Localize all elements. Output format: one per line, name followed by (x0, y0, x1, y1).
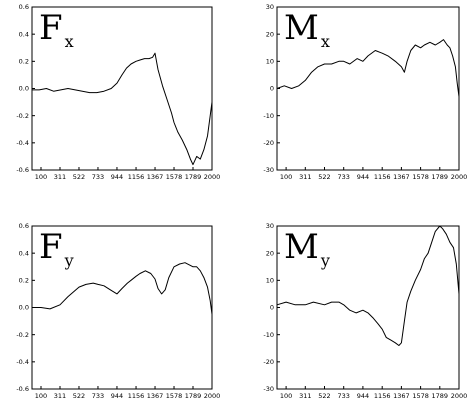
y-tick-label: -10 (263, 331, 274, 339)
x-tick-label: 1578 (166, 392, 183, 400)
x-tick-label: 1789 (185, 173, 202, 181)
x-tick-label: 2000 (451, 392, 468, 400)
y-tick-label: -10 (263, 112, 274, 120)
y-tick-label: 10 (266, 58, 274, 66)
y-tick-label: -30 (263, 385, 274, 393)
y-tick-label: -20 (263, 358, 274, 366)
x-tick-label: 733 (92, 392, 104, 400)
x-tick-label: 1156 (374, 392, 391, 400)
x-tick-label: 733 (92, 173, 104, 181)
panel-title-subscript: x (65, 32, 74, 51)
x-tick-label: 1367 (393, 392, 410, 400)
x-tick-label: 944 (111, 392, 123, 400)
series-line-0 (32, 52, 213, 166)
y-tick-label: 0.6 (19, 3, 29, 11)
x-tick-label: 311 (54, 392, 66, 400)
series-line-0 (32, 262, 213, 315)
x-tick-label: 1578 (412, 392, 429, 400)
x-tick-label: 944 (111, 173, 123, 181)
y-tick-label: -30 (263, 166, 274, 174)
y-tick-label: -0.2 (16, 112, 29, 120)
y-tick-label: 0.0 (19, 85, 29, 93)
x-tick-label: 1156 (374, 173, 391, 181)
panel-title-main: M (284, 227, 319, 267)
chart-panel-fy: 0.6 0.4 0.2 0.0 -0.2 -0.4 -0.6 100 311 522 733 944 1… (16, 222, 220, 400)
x-tick-label: 100 (280, 173, 292, 181)
x-tick-label: 733 (337, 173, 349, 181)
x-tick-label: 1367 (393, 173, 410, 181)
x-tick-label: 100 (280, 392, 292, 400)
x-tick-label: 1789 (432, 392, 449, 400)
x-tick-label: 1578 (166, 173, 183, 181)
y-tick-label: -0.4 (16, 139, 29, 147)
x-tick-label: 522 (73, 392, 85, 400)
x-tick-label: 100 (35, 392, 47, 400)
y-tick-label: 30 (266, 3, 274, 11)
x-tick-label: 1367 (147, 173, 164, 181)
x-tick-label: 944 (357, 392, 369, 400)
x-tick-label: 522 (73, 173, 85, 181)
y-tick-label: 20 (266, 249, 274, 257)
panel-title-subscript: y (320, 251, 330, 270)
x-tick-label: 1156 (128, 392, 145, 400)
x-tick-label: 2000 (204, 392, 221, 400)
y-tick-label: 0 (270, 85, 274, 93)
y-tick-label: -0.4 (16, 358, 29, 366)
x-tick-label: 522 (318, 173, 330, 181)
panel-title-subscript: x (321, 32, 330, 51)
panel-title-subscript: y (64, 251, 74, 270)
y-tick-label: -20 (263, 139, 274, 147)
x-tick-label: 733 (337, 392, 349, 400)
x-tick-label: 311 (299, 392, 311, 400)
x-tick-label: 1367 (147, 392, 164, 400)
y-tick-label: 0.4 (19, 30, 29, 38)
chart-panel-fx: 0.6 0.4 0.2 0.0 -0.2 -0.4 -0.6 100 311 522 733 944 1… (16, 3, 220, 181)
y-tick-label: 0.6 (19, 222, 29, 230)
panel-title-main: F (39, 227, 63, 267)
x-tick-label: 522 (318, 392, 330, 400)
y-tick-label: 0.4 (19, 249, 29, 257)
y-tick-label: -0.2 (16, 331, 29, 339)
y-tick-label: 0 (270, 304, 274, 312)
series-line-0 (276, 39, 460, 97)
panel-title-main: M (284, 8, 319, 48)
y-tick-label: 20 (266, 30, 274, 38)
y-tick-label: -0.6 (16, 166, 29, 174)
y-tick-label: 0.2 (19, 277, 29, 285)
x-tick-label: 1156 (128, 173, 145, 181)
x-tick-label: 311 (54, 173, 66, 181)
x-tick-label: 1789 (185, 392, 202, 400)
y-tick-label: 0.2 (19, 58, 29, 66)
x-tick-label: 1789 (432, 173, 449, 181)
y-tick-label: 0.0 (19, 304, 29, 312)
x-tick-label: 2000 (204, 173, 221, 181)
y-tick-label: 30 (266, 222, 274, 230)
x-tick-label: 944 (357, 173, 369, 181)
x-tick-label: 2000 (451, 173, 468, 181)
series-line-0 (276, 225, 460, 346)
x-tick-label: 100 (35, 173, 47, 181)
x-tick-label: 311 (299, 173, 311, 181)
y-tick-label: -0.6 (16, 385, 29, 393)
y-tick-label: 10 (266, 277, 274, 285)
panel-title-main: F (39, 8, 63, 48)
x-tick-label: 1578 (412, 173, 429, 181)
